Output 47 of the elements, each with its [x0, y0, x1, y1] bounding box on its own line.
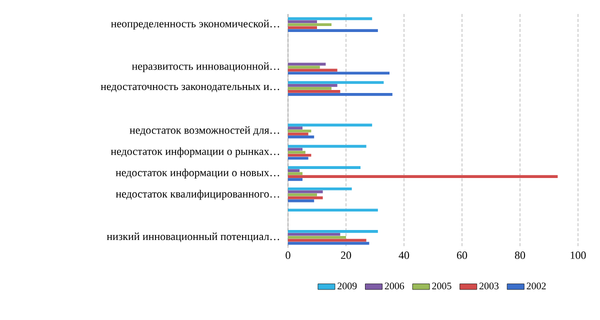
- bar: [288, 187, 352, 190]
- bar: [288, 26, 318, 30]
- x-tick-label: 20: [341, 252, 352, 259]
- x-tick-label: 0: [286, 252, 290, 259]
- bar: [288, 20, 318, 24]
- y-tick-label: неопределенность экономической…: [111, 20, 280, 30]
- y-tick-label: недостаток возможностей для…: [130, 126, 280, 136]
- bar: [288, 132, 308, 136]
- legend-label: 2006: [384, 282, 404, 290]
- bar: [288, 72, 390, 75]
- bar: [288, 238, 366, 242]
- bar: [288, 68, 338, 72]
- bar: [288, 81, 384, 84]
- bar: [288, 130, 312, 132]
- bar: [288, 190, 323, 194]
- x-tick-label: 80: [514, 252, 526, 259]
- y-tick-label: неразвитость инновационной…: [132, 62, 280, 72]
- y-tick-label: недостаток квалифицированного…: [116, 190, 280, 200]
- bar: [288, 136, 314, 138]
- legend-label: 2005: [432, 282, 452, 290]
- x-tick-label: 100: [570, 252, 586, 259]
- legend-label: 2003: [479, 282, 499, 290]
- bar: [288, 29, 378, 32]
- bar: [288, 169, 300, 172]
- bar: [288, 90, 340, 93]
- bar: [288, 178, 303, 181]
- x-tick-label: 40: [398, 252, 410, 259]
- bar: [288, 92, 392, 96]
- bar: [288, 230, 378, 233]
- legend-label: 2002: [526, 282, 546, 290]
- x-tick-label: 60: [457, 252, 468, 259]
- bar: [288, 84, 338, 87]
- bar: [288, 126, 303, 130]
- y-tick-label: низкий инновационный потенциал…: [106, 232, 280, 242]
- bar: [288, 124, 372, 126]
- bar: [288, 172, 303, 175]
- bar: [288, 175, 558, 178]
- bar: [288, 208, 378, 212]
- y-tick-label: недостаточность законодательных и…: [100, 84, 280, 92]
- bar: [288, 232, 340, 236]
- bar: [288, 166, 361, 170]
- y-tick-label: недостаток информации о новых…: [116, 168, 280, 179]
- bar: [288, 23, 332, 26]
- y-tick-label: недостаток информации о рынках…: [110, 147, 280, 158]
- legend-label: 2009: [338, 282, 357, 290]
- bar: [288, 87, 332, 90]
- bar: [288, 236, 346, 239]
